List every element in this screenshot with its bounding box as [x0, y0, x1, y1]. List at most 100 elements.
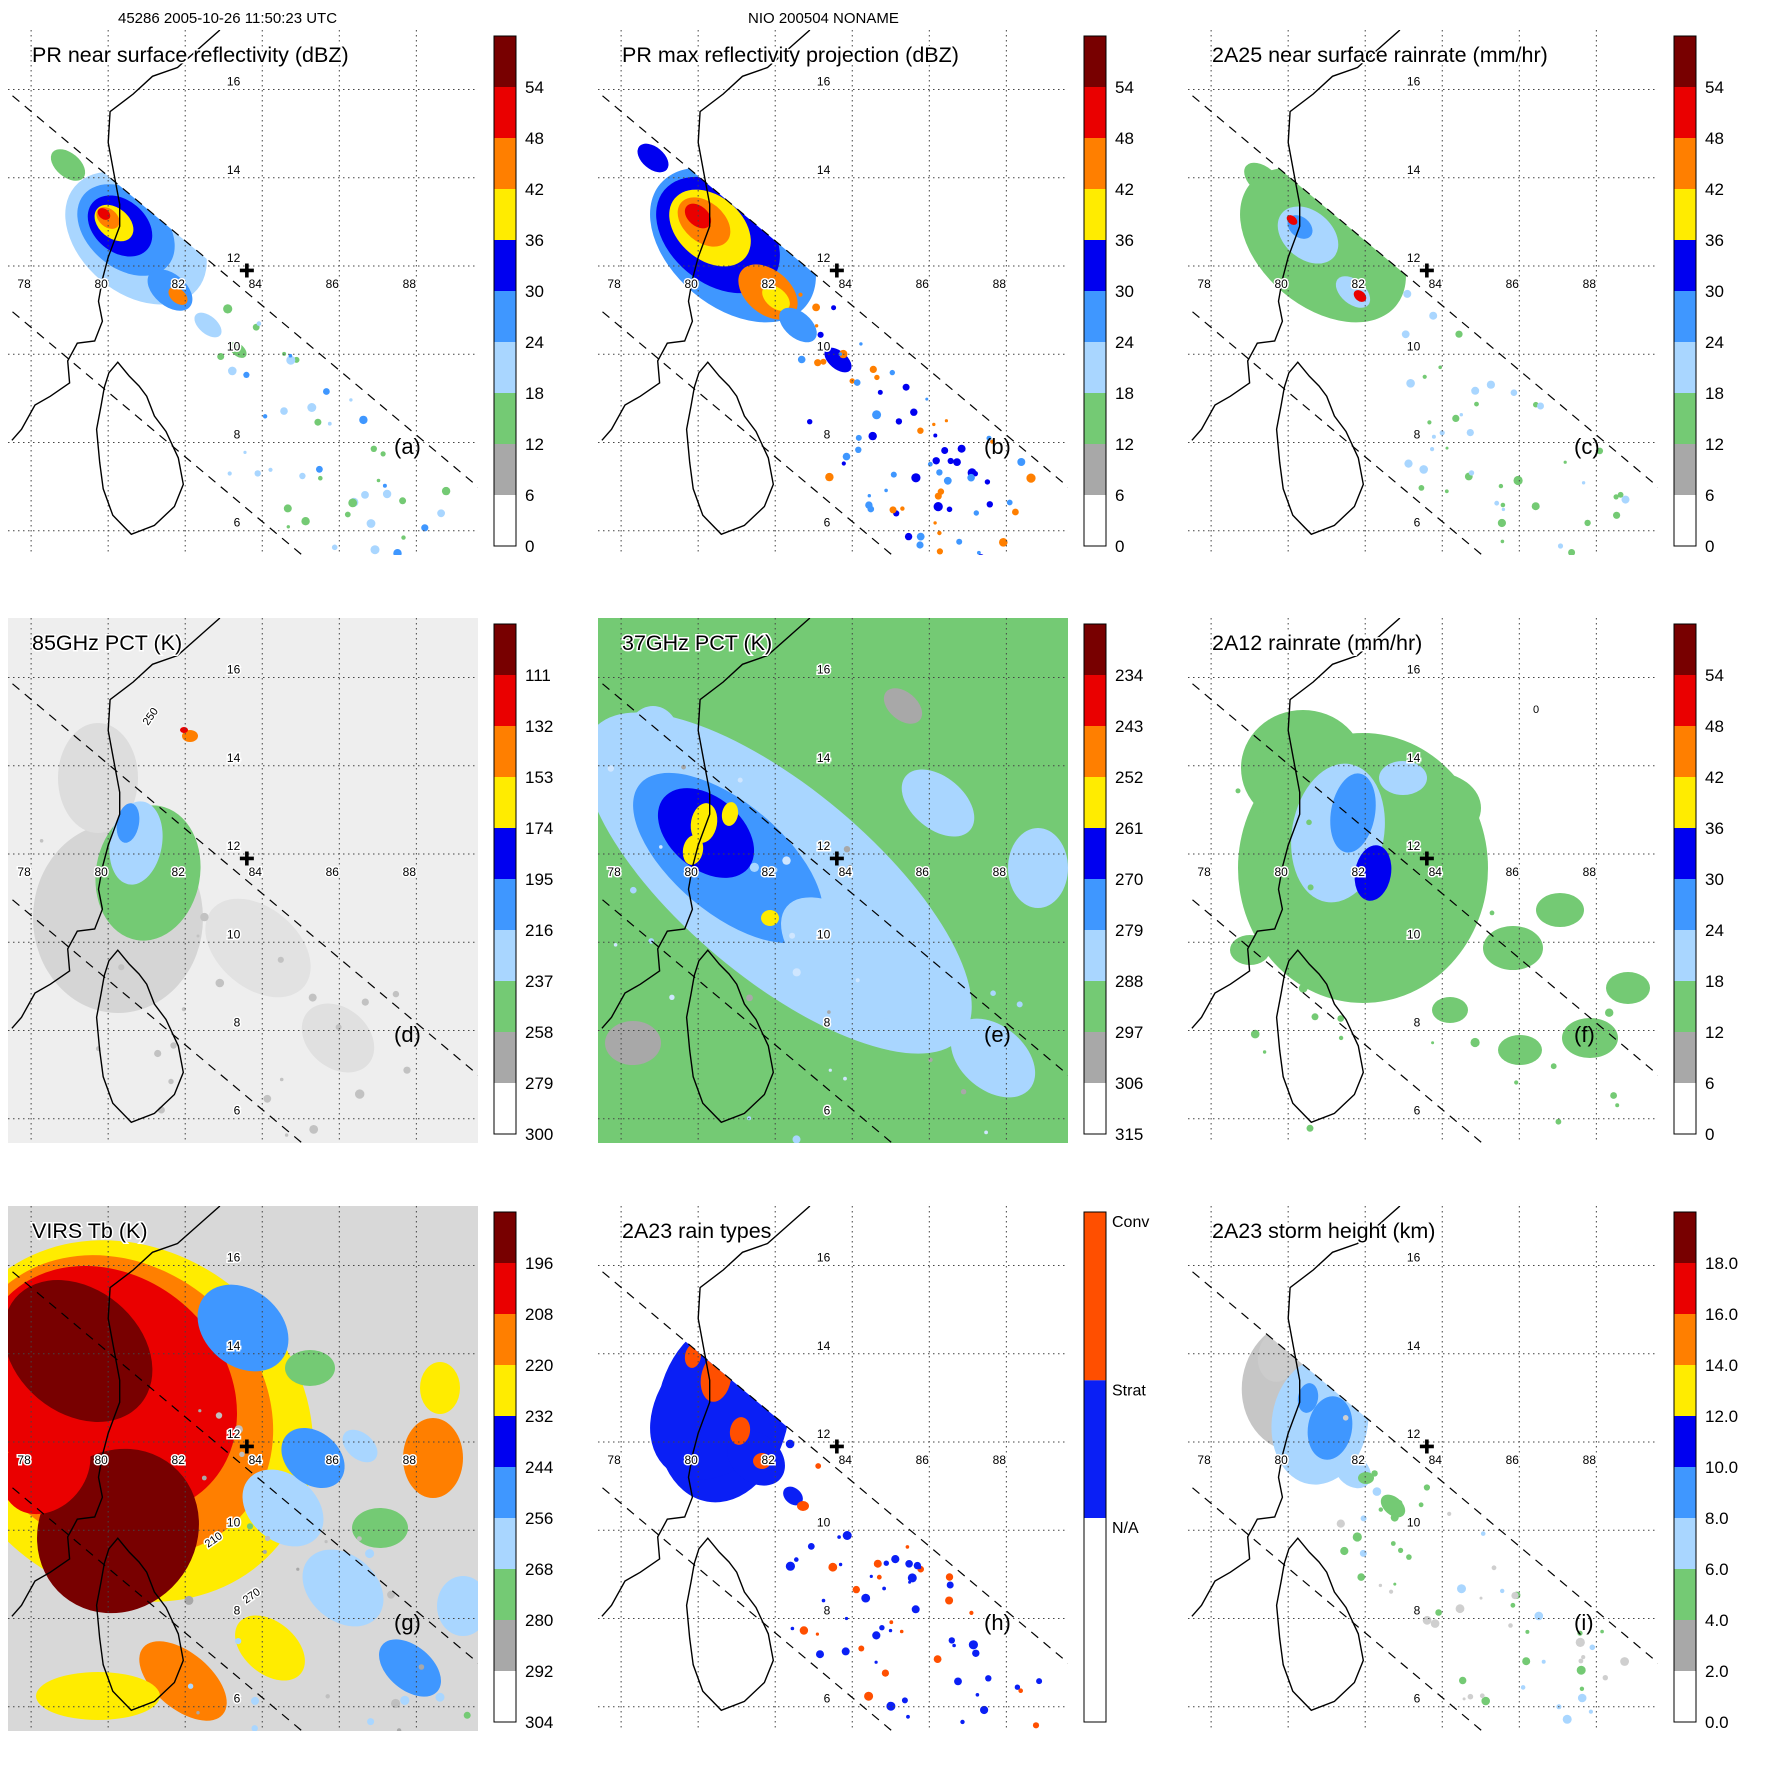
storm-center-marker — [1419, 263, 1434, 278]
lat-tick-label: 6 — [234, 1692, 241, 1706]
lon-tick-label: 80 — [94, 277, 108, 291]
panel-c: 78 80 82 84 86 88 16 14 12 10 8 6 2A25 near surface … — [1188, 30, 1748, 575]
colorbar-tick-label: 244 — [525, 1458, 553, 1477]
lat-tick-label: 6 — [234, 516, 241, 530]
colorbar-tick-label: 315 — [1115, 1125, 1143, 1144]
swath-edge-dashed-line — [598, 895, 893, 1143]
colorbar-tick-label: 24 — [1705, 921, 1724, 940]
sri-lanka-coastline — [95, 1537, 185, 1712]
panel-d: 78 80 82 84 86 88 16 14 12 10 8 6 250 85GHz PCT (K) (d… — [8, 618, 568, 1163]
lat-tick-label: 10 — [817, 927, 831, 941]
swath-edge-dashed-line — [1188, 1267, 1658, 1664]
lon-tick-label: 86 — [916, 865, 930, 879]
lat-tick-label: 12 — [1407, 251, 1421, 265]
panel-i-letter: (i) — [1574, 1610, 1594, 1635]
panel-h-letter: (h) — [984, 1610, 1011, 1635]
colorbar-tick-label: 30 — [1705, 282, 1724, 301]
colorbar-tick-label: 18 — [1705, 384, 1724, 403]
india-coastline — [601, 618, 811, 1029]
swath-edge-dashed-line — [1188, 1483, 1483, 1731]
lat-tick-label: 8 — [824, 1604, 831, 1618]
colorbar-tick-label: 280 — [525, 1611, 553, 1630]
lon-tick-label: 84 — [1429, 865, 1443, 879]
colorbar-tick-label: 12 — [525, 435, 544, 454]
lon-tick-label: 84 — [839, 1453, 853, 1467]
lat-tick-label: 8 — [234, 1016, 241, 1030]
lat-tick-label: 12 — [817, 1427, 831, 1441]
lon-tick-label: 82 — [172, 865, 186, 879]
lon-tick-label: 86 — [326, 865, 340, 879]
colorbar-tick-label: 279 — [525, 1074, 553, 1093]
lon-tick-label: 82 — [1352, 277, 1366, 291]
figure-storm-id: NIO 200504 NONAME — [748, 10, 899, 27]
lat-tick-label: 14 — [817, 1339, 831, 1353]
colorbar-tick-label: 252 — [1115, 768, 1143, 787]
lon-tick-label: 78 — [17, 1453, 31, 1467]
lon-tick-label: 78 — [17, 865, 31, 879]
india-coastline — [11, 1206, 221, 1617]
lat-tick-label: 8 — [824, 1016, 831, 1030]
lat-tick-label: 6 — [1414, 516, 1421, 530]
lat-tick-label: 10 — [1407, 339, 1421, 353]
colorbar-tick-label: 288 — [1115, 972, 1143, 991]
swath-edge-dashed-line — [598, 91, 1068, 488]
colorbar-tick-label: 111 — [525, 666, 551, 685]
colorbar-tick-label: 243 — [1115, 717, 1143, 736]
swath-edge-dashed-line — [1188, 91, 1658, 488]
colorbar-tick-label: 16.0 — [1705, 1305, 1738, 1324]
lat-tick-label: 16 — [227, 75, 241, 89]
lon-tick-label: 78 — [607, 277, 621, 291]
colorbar-tick-label: 12 — [1705, 1023, 1724, 1042]
colorbar-tick-label: 14.0 — [1705, 1356, 1738, 1375]
storm-center-marker — [239, 263, 254, 278]
colorbar-tick-label: 30 — [1115, 282, 1134, 301]
lon-tick-label: 86 — [1506, 1453, 1520, 1467]
lat-tick-label: 16 — [227, 663, 241, 677]
colorbar-tick-label: 18 — [525, 384, 544, 403]
colorbar-tick-label: 6 — [1705, 486, 1714, 505]
colorbar-tick-label: 12.0 — [1705, 1407, 1738, 1426]
sri-lanka-coastline — [685, 1537, 775, 1712]
lon-tick-label: 84 — [839, 865, 853, 879]
colorbar-tick-label: 220 — [525, 1356, 553, 1375]
swath-edge-dashed-line — [8, 679, 478, 1076]
colorbar-tick-label: 42 — [1115, 180, 1134, 199]
lon-tick-label: 86 — [1506, 277, 1520, 291]
colorbar-tick-label: 6.0 — [1705, 1560, 1729, 1579]
swath-edge-dashed-line — [1188, 307, 1483, 555]
panel-g: 78 80 82 84 86 88 16 14 12 10 8 6 210 270 VIRS Tb (K)(… — [8, 1206, 568, 1751]
figure-timestamp: 45286 2005-10-26 11:50:23 UTC — [118, 10, 338, 27]
colorbar-tick-label: 292 — [525, 1662, 553, 1681]
lon-tick-label: 82 — [172, 1453, 186, 1467]
sri-lanka-coastline — [95, 361, 185, 536]
colorbar-tick-label: 2.0 — [1705, 1662, 1729, 1681]
panel-d-letter: (d) — [394, 1022, 421, 1047]
lat-tick-label: 16 — [817, 663, 831, 677]
sri-lanka-coastline — [685, 361, 775, 536]
panel-b: 78 80 82 84 86 88 16 14 12 10 8 6 PR max reflectivit… — [598, 30, 1158, 575]
colorbar-f: 54 48 42 36 30 24 18 12 6 0 — [1673, 623, 1724, 1144]
lat-tick-label: 14 — [817, 751, 831, 765]
lon-tick-label: 88 — [993, 865, 1007, 879]
lon-tick-label: 88 — [1583, 865, 1597, 879]
lat-tick-label: 14 — [227, 1339, 241, 1353]
panel-e-title: 37GHz PCT (K) — [622, 631, 772, 655]
lon-tick-label: 88 — [403, 865, 417, 879]
india-coastline — [1191, 30, 1401, 441]
colorbar-tick-label: 42 — [1705, 768, 1724, 787]
storm-center-marker — [1419, 851, 1434, 866]
lon-tick-label: 84 — [249, 865, 263, 879]
lon-tick-label: 82 — [1352, 865, 1366, 879]
lon-tick-label: 78 — [1197, 865, 1211, 879]
colorbar-tick-label: 279 — [1115, 921, 1143, 940]
colorbar-tick-label: 4.0 — [1705, 1611, 1729, 1630]
lon-tick-label: 88 — [1583, 1453, 1597, 1467]
colorbar-tick-label: 174 — [525, 819, 553, 838]
colorbar-category-label: N/A — [1112, 1520, 1139, 1537]
sri-lanka-coastline — [1275, 1537, 1365, 1712]
colorbar-tick-label: 36 — [525, 231, 544, 250]
lat-tick-label: 16 — [1407, 75, 1421, 89]
colorbar-tick-label: 304 — [525, 1713, 553, 1732]
